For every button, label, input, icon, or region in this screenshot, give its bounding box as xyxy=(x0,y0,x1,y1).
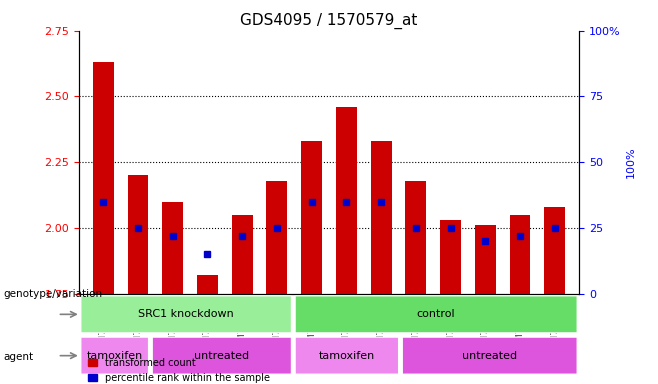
Y-axis label: 100%: 100% xyxy=(626,146,636,178)
Bar xyxy=(475,225,495,294)
Bar xyxy=(197,275,218,294)
Bar xyxy=(232,215,253,294)
FancyBboxPatch shape xyxy=(295,337,399,374)
Bar xyxy=(370,141,392,294)
Bar xyxy=(163,202,183,294)
Text: untreated: untreated xyxy=(194,351,249,361)
Bar xyxy=(544,207,565,294)
Bar xyxy=(509,215,530,294)
Text: genotype/variation: genotype/variation xyxy=(3,289,103,299)
FancyBboxPatch shape xyxy=(295,296,577,333)
Title: GDS4095 / 1570579_at: GDS4095 / 1570579_at xyxy=(240,13,418,29)
Text: SRC1 knockdown: SRC1 knockdown xyxy=(138,310,234,319)
FancyBboxPatch shape xyxy=(81,296,291,333)
FancyBboxPatch shape xyxy=(152,337,291,374)
Bar xyxy=(405,180,426,294)
Text: tamoxifen: tamoxifen xyxy=(87,351,143,361)
Text: untreated: untreated xyxy=(462,351,517,361)
FancyBboxPatch shape xyxy=(402,337,577,374)
Bar xyxy=(128,175,149,294)
Bar xyxy=(440,220,461,294)
Bar xyxy=(266,180,288,294)
Legend: transformed count, percentile rank within the sample: transformed count, percentile rank withi… xyxy=(84,354,274,384)
Bar xyxy=(93,62,114,294)
FancyBboxPatch shape xyxy=(81,337,149,374)
Text: agent: agent xyxy=(3,352,34,362)
Text: tamoxifen: tamoxifen xyxy=(318,351,375,361)
Bar xyxy=(336,107,357,294)
Text: control: control xyxy=(417,310,455,319)
Bar xyxy=(301,141,322,294)
